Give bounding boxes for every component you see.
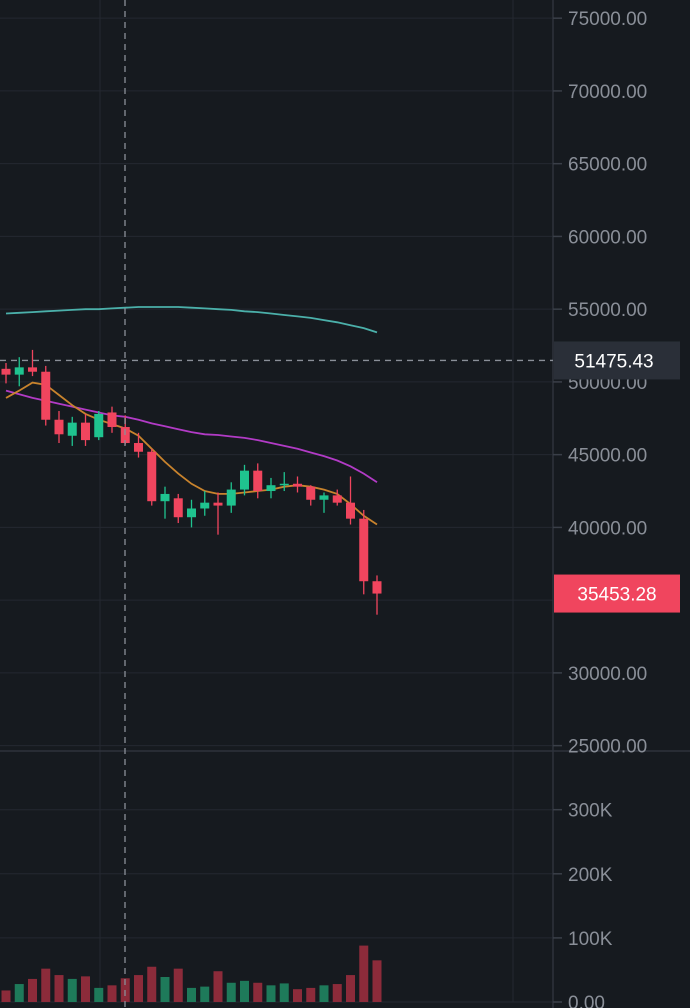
candle-body (200, 502, 210, 509)
volume-bar (266, 985, 276, 1002)
candle-body (54, 419, 64, 435)
volume-bar (213, 971, 223, 1002)
candle-body (306, 486, 316, 500)
crosshair-price-label: 51475.43 (574, 351, 653, 372)
candle-body (134, 443, 143, 452)
candle-body (293, 483, 302, 487)
candle-body (346, 502, 355, 519)
volume-bar (134, 975, 143, 1002)
volume-bar (187, 987, 196, 1002)
candle-body (359, 518, 369, 582)
candle-body (120, 427, 130, 444)
candle-body (173, 498, 183, 518)
candle-body (67, 422, 77, 436)
candle-body (14, 367, 24, 375)
last-price-label: 35453.28 (577, 585, 656, 606)
candle-body (213, 502, 223, 506)
price-tick-label: 75000.00 (568, 9, 647, 30)
volume-bar (67, 978, 77, 1002)
volume-bar (173, 968, 183, 1002)
volume-bar (253, 982, 263, 1002)
price-tick-label: 55000.00 (568, 300, 647, 321)
candle-body (147, 451, 157, 502)
last-price-tag: 35453.28 (554, 574, 680, 613)
candle-body (81, 422, 90, 441)
crosshair-price-tag: 51475.43 (554, 341, 680, 380)
candle-body (266, 485, 276, 492)
volume-bar (200, 986, 210, 1002)
volume-bar (372, 960, 382, 1002)
volume-bar (94, 987, 104, 1002)
volume-bar (14, 984, 24, 1002)
candle-body (28, 367, 37, 372)
candle-body (253, 470, 263, 492)
volume-bar (319, 985, 329, 1002)
volume-tick-label: 300K (568, 801, 613, 822)
candle-body (160, 493, 170, 502)
price-tick-label: 70000.00 (568, 82, 647, 103)
volume-bar (240, 980, 249, 1002)
price-tick-label: 65000.00 (568, 155, 647, 176)
volume-bar (160, 977, 170, 1002)
ma-long-line (5, 306, 378, 334)
candle-body (107, 412, 117, 428)
volume-tick-label: 0.00 (568, 993, 605, 1008)
volume-tick-label: 100K (568, 929, 613, 950)
volume-bar (346, 975, 355, 1002)
volume-tick-label: 200K (568, 865, 613, 886)
candle-body (226, 489, 236, 506)
price-tick-label: 40000.00 (568, 518, 647, 539)
volume-bar (359, 945, 369, 1002)
volume-bar (293, 989, 302, 1002)
volume-bar (332, 984, 342, 1002)
candle-body (319, 495, 329, 500)
price-tick-label: 60000.00 (568, 227, 647, 248)
volume-bar (226, 982, 236, 1002)
volume-bar (28, 978, 37, 1002)
candle-body (187, 508, 196, 518)
price-tick-label: 25000.00 (568, 737, 647, 758)
volume-bar (279, 983, 289, 1002)
volume-bar (54, 975, 64, 1002)
price-tick-label: 45000.00 (568, 446, 647, 467)
volume-bar (306, 987, 316, 1002)
candle-body (1, 368, 11, 375)
candle-body (332, 495, 342, 503)
candle-body (94, 413, 104, 438)
candle-body (240, 470, 249, 490)
volume-bar (1, 990, 11, 1002)
price-tick-label: 30000.00 (568, 664, 647, 685)
volume-bar (41, 968, 51, 1002)
volume-bar (147, 966, 157, 1002)
volume-bar (81, 976, 90, 1002)
price-axis: 75000.00 70000.00 65000.00 60000.00 55000.00… (553, 9, 647, 758)
volume-axis: 300K 200K 100K 0.00 (553, 801, 613, 1008)
candle-body (41, 371, 51, 420)
candle-body (372, 581, 382, 594)
candles (1, 349, 382, 615)
candle-body (279, 483, 289, 486)
volume-bar (107, 985, 117, 1002)
ma-mid-line (5, 389, 378, 484)
